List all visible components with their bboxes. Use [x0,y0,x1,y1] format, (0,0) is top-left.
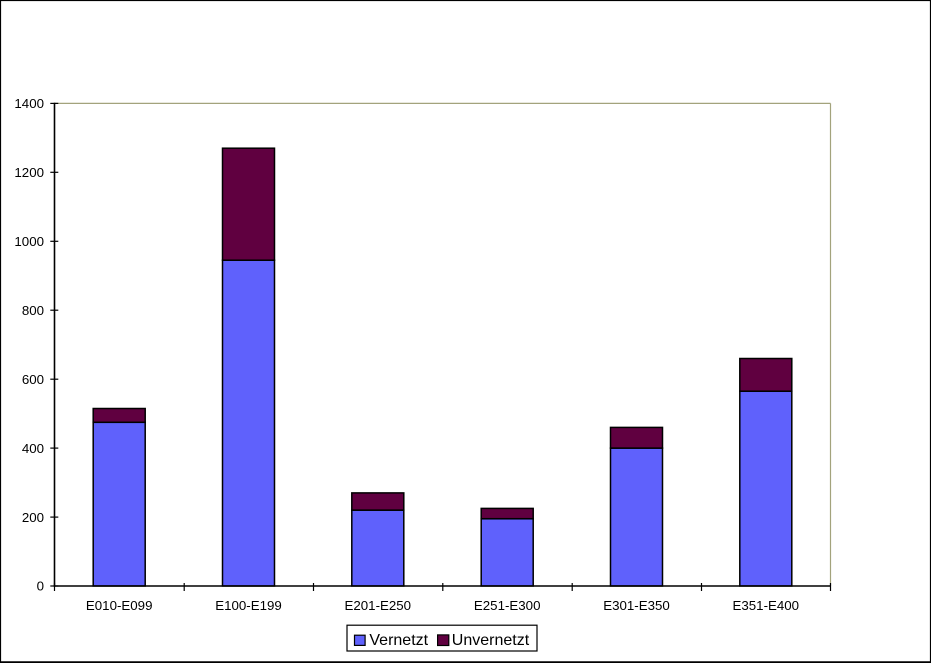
svg-text:1200: 1200 [14,165,44,180]
svg-text:800: 800 [22,303,44,318]
svg-text:Vernetzt: Vernetzt [369,632,428,649]
svg-text:600: 600 [22,372,44,387]
svg-text:E301-E350: E301-E350 [603,598,670,613]
svg-text:E010-E099: E010-E099 [86,598,153,613]
svg-text:1400: 1400 [14,96,44,111]
svg-text:E100-E199: E100-E199 [215,598,282,613]
svg-text:200: 200 [22,510,44,525]
svg-text:400: 400 [22,441,44,456]
svg-text:E351-E400: E351-E400 [733,598,800,613]
svg-text:E201-E250: E201-E250 [345,598,412,613]
svg-text:E251-E300: E251-E300 [474,598,541,613]
svg-text:Unvernetzt: Unvernetzt [452,632,530,649]
svg-text:0: 0 [37,579,44,594]
svg-text:1000: 1000 [14,234,44,249]
